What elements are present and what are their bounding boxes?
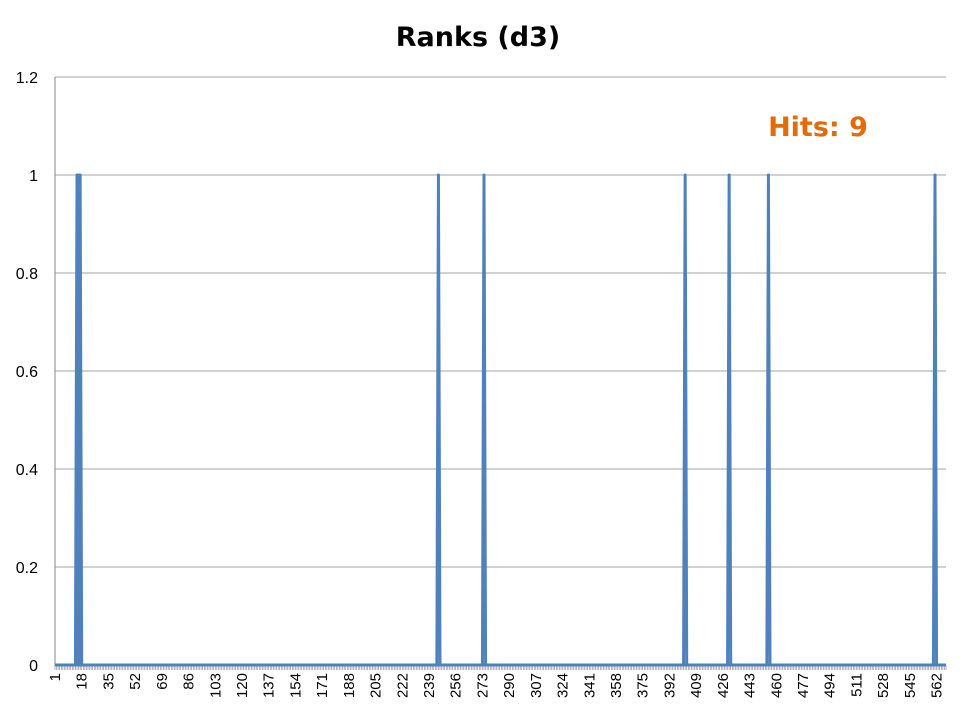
hit-spike: [435, 173, 442, 666]
x-tick-label: 137: [261, 673, 278, 698]
grid-lines: [55, 76, 946, 568]
x-tick-label: 205: [368, 673, 385, 698]
x-tick-label: 375: [635, 673, 652, 698]
x-tick-label: 511: [848, 673, 865, 697]
x-tick-label: 120: [234, 673, 251, 698]
x-tick-label: 324: [555, 673, 572, 698]
x-tick-label: 171: [314, 673, 331, 698]
chart-title: Ranks (d3): [396, 22, 560, 53]
x-tick-label: 460: [768, 673, 785, 698]
y-tick-label: 1: [29, 168, 38, 185]
x-tick-label: 358: [608, 673, 625, 698]
x-tick-label: 35: [100, 673, 117, 690]
axes: [54, 77, 947, 670]
x-tick-label: 18: [74, 673, 91, 690]
x-tick-label: 409: [688, 673, 705, 698]
x-axis-tick-marks: [54, 665, 947, 670]
x-tick-label: 273: [474, 673, 491, 698]
hit-spike: [765, 173, 772, 666]
x-tick-label: 545: [902, 673, 919, 698]
x-tick-label: 222: [394, 673, 411, 698]
x-tick-label: 69: [154, 673, 171, 690]
x-tick-label: 426: [715, 673, 732, 698]
y-tick-label: 0.4: [16, 462, 38, 479]
x-tick-label: 443: [742, 673, 759, 698]
hits-annotation: Hits: 9: [768, 112, 868, 143]
hit-spike: [931, 173, 939, 666]
y-tick-label: 0.6: [16, 364, 38, 381]
x-tick-label: 188: [341, 673, 358, 698]
y-tick-label: 0: [29, 658, 38, 675]
y-tick-label: 0.2: [16, 560, 38, 577]
x-tick-label: 477: [795, 673, 812, 698]
x-tick-label: 392: [661, 673, 678, 698]
hit-spike: [682, 173, 689, 666]
hit-spike: [726, 173, 733, 666]
hit-spike: [77, 173, 84, 666]
x-tick-label: 307: [528, 673, 545, 698]
y-tick-label: 1.2: [16, 70, 38, 87]
x-tick-label: 103: [207, 673, 224, 698]
x-tick-label: 528: [875, 673, 892, 698]
x-axis-tick-labels: 1 18 35 52 69 86 103 120 137 154 171 188 205 222 239 25…: [47, 673, 946, 698]
x-tick-label: 562: [929, 673, 946, 698]
hit-spike: [480, 173, 488, 666]
x-tick-label: 256: [448, 673, 465, 698]
x-tick-label: 86: [181, 673, 198, 690]
y-axis-tick-labels: 0 0.2 0.4 0.6 0.8 1 1.2: [16, 70, 38, 675]
x-tick-label: 154: [287, 673, 304, 698]
x-tick-label: 290: [501, 673, 518, 698]
series: [55, 173, 946, 667]
y-tick-label: 0.8: [16, 266, 38, 283]
x-tick-label: 1: [47, 673, 64, 681]
x-tick-label: 341: [581, 673, 598, 698]
x-tick-label: 494: [822, 673, 839, 698]
x-tick-label: 239: [421, 673, 438, 698]
x-tick-label: 52: [127, 673, 144, 690]
